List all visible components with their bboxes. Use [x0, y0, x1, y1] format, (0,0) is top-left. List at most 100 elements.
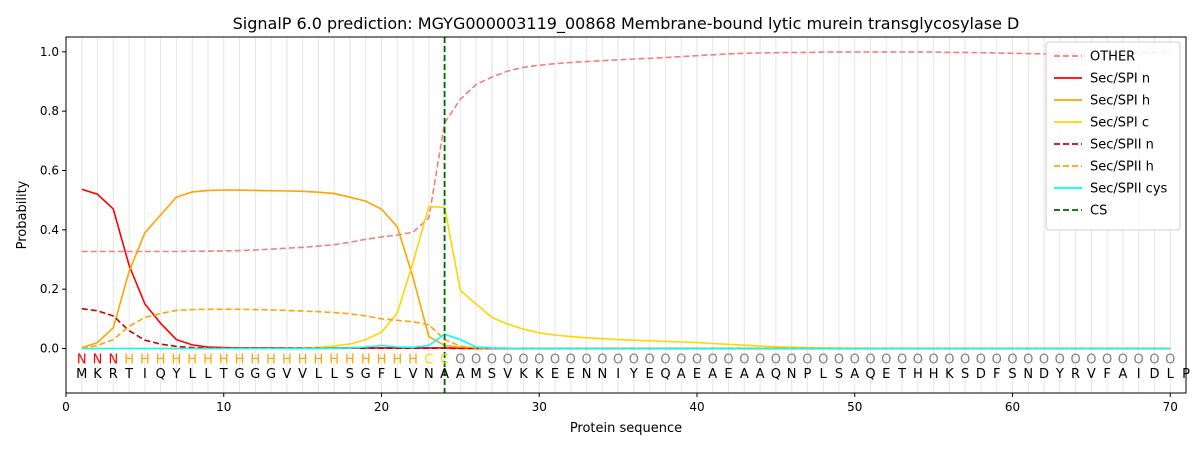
region-label: O — [645, 352, 655, 367]
residue-label: M — [471, 367, 482, 382]
region-label: H — [329, 352, 339, 367]
residue-label: L — [394, 367, 402, 382]
y-tick-label: 0.4 — [40, 223, 59, 237]
series-line-1 — [81, 188, 1171, 350]
residue-label: K — [535, 367, 544, 382]
residue-label: V — [298, 367, 307, 382]
residue-label: N — [1023, 367, 1033, 382]
residue-label: F — [378, 367, 385, 382]
residue-label: L — [189, 367, 197, 382]
chart-title: SignalP 6.0 prediction: MGYG000003119_00… — [233, 14, 1020, 34]
region-label: O — [597, 352, 607, 367]
residue-label: A — [1118, 367, 1127, 382]
y-tick-label: 1.0 — [40, 45, 59, 59]
region-label: O — [1086, 352, 1096, 367]
legend-label: Sec/SPI h — [1090, 94, 1150, 109]
residue-label: Q — [771, 367, 781, 382]
legend-label: Sec/SPII n — [1090, 138, 1154, 153]
legend-label: Sec/SPI c — [1090, 116, 1149, 131]
residue-label: Q — [156, 367, 166, 382]
residue-label: E — [724, 367, 732, 382]
region-label: O — [708, 352, 718, 367]
region-label: O — [613, 352, 623, 367]
region-label: O — [1118, 352, 1128, 367]
region-label: O — [566, 352, 576, 367]
x-tick-label: 40 — [689, 400, 704, 414]
series-line-5 — [81, 308, 1171, 350]
residue-label: V — [409, 367, 418, 382]
residue-label: Y — [629, 367, 638, 382]
region-label: H — [187, 352, 197, 367]
region-label: C — [424, 352, 433, 367]
region-label: O — [660, 352, 670, 367]
region-label: H — [266, 352, 276, 367]
region-label: H — [203, 352, 213, 367]
y-tick-label: 0.8 — [40, 104, 59, 118]
region-label: O — [865, 352, 875, 367]
legend-label: CS — [1090, 204, 1107, 219]
residue-label: D — [1039, 367, 1049, 382]
residue-label: Q — [660, 367, 670, 382]
region-label: O — [534, 352, 544, 367]
region-label: O — [1023, 352, 1033, 367]
region-label: O — [739, 352, 749, 367]
legend: OTHER Sec/SPI n Sec/SPI h Sec/SPI c Sec/SPII… — [1045, 41, 1181, 231]
residue-label: L — [331, 367, 339, 382]
region-label: O — [802, 352, 812, 367]
region-label: O — [471, 352, 481, 367]
residue-label: Q — [865, 367, 875, 382]
residue-label: A — [708, 367, 717, 382]
y-tick-label: 0.6 — [40, 164, 59, 178]
sequence-layer: NMNKNRHTHIHQHYHLHLHTHGHGHGHVHVHLHLHSHGHF… — [76, 352, 1190, 382]
residue-label: F — [993, 367, 1000, 382]
region-label: O — [455, 352, 465, 367]
residue-label: I — [616, 367, 620, 382]
plot-frame — [65, 36, 1187, 394]
residue-label: H — [929, 367, 939, 382]
residue-label: A — [740, 367, 749, 382]
region-label: O — [771, 352, 781, 367]
residue-label: S — [1008, 367, 1016, 382]
residue-label: E — [882, 367, 890, 382]
region-label: O — [1134, 352, 1144, 367]
region-label: O — [960, 352, 970, 367]
region-label: O — [881, 352, 891, 367]
region-label: H — [282, 352, 292, 367]
region-label: O — [692, 352, 702, 367]
tick-layer: 0 10 20 30 40 50 60 70 0.0 0.2 0.4 0.6 0.8 1.0 — [40, 45, 1178, 414]
region-label: O — [976, 352, 986, 367]
residue-label: S — [346, 367, 354, 382]
legend-label: OTHER — [1090, 50, 1135, 65]
region-label: H — [140, 352, 150, 367]
series-line-2 — [81, 189, 1171, 350]
residue-label: G — [234, 367, 244, 382]
series-line-6 — [81, 333, 1171, 350]
legend-box — [1045, 41, 1181, 231]
residue-label: S — [835, 367, 843, 382]
legend-label: Sec/SPI n — [1090, 72, 1150, 87]
region-label: O — [676, 352, 686, 367]
region-label: O — [503, 352, 513, 367]
residue-label: G — [266, 367, 276, 382]
region-label: H — [250, 352, 260, 367]
x-tick-label: 70 — [1163, 400, 1178, 414]
region-label: C — [440, 352, 449, 367]
region-label: H — [156, 352, 166, 367]
region-label: O — [992, 352, 1002, 367]
residue-label: V — [1087, 367, 1096, 382]
region-label: O — [850, 352, 860, 367]
residue-label: N — [424, 367, 434, 382]
x-tick-label: 50 — [847, 400, 862, 414]
region-label: H — [298, 352, 308, 367]
residue-label: G — [361, 367, 371, 382]
region-label: H — [124, 352, 134, 367]
residue-label: P — [803, 367, 811, 382]
legend-label: Sec/SPII h — [1090, 160, 1154, 175]
residue-label: N — [787, 367, 797, 382]
region-label: H — [377, 352, 387, 367]
region-label: N — [77, 352, 87, 367]
region-label: O — [550, 352, 560, 367]
legend-label: Sec/SPII cys — [1090, 182, 1168, 197]
residue-label: D — [976, 367, 986, 382]
